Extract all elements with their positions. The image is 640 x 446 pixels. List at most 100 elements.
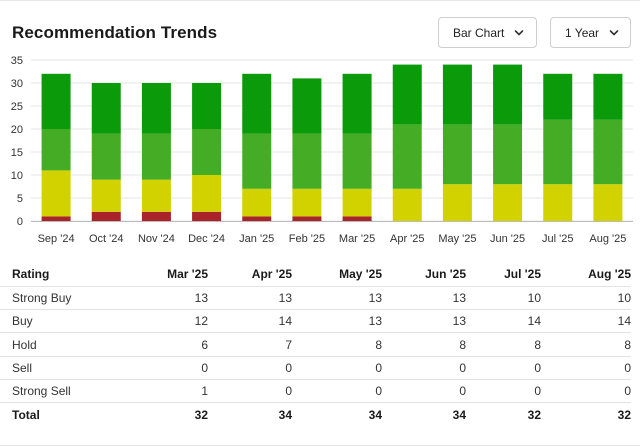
rating-count: 0 (140, 356, 208, 380)
table-row: Strong Sell 1 0 0 0 0 0 (0, 379, 631, 404)
bar-segment-buy (392, 124, 422, 189)
bar-segment-buy (342, 133, 372, 189)
bar-segment-buy (41, 129, 71, 171)
bar-segment-buy (292, 133, 322, 189)
bar-segment-strong-buy (342, 73, 372, 134)
rating-count: 32 (527, 407, 541, 422)
bar-segment-strong-buy (593, 73, 623, 120)
rating-count: 14 (541, 309, 631, 334)
rating-count: 1 (140, 379, 208, 404)
rating-label: Strong Sell (0, 379, 140, 404)
rating-count: 34 (368, 407, 382, 422)
bar-segment-strong-buy (292, 78, 322, 134)
rating-label: Sell (0, 356, 140, 380)
rating-count: 0 (541, 356, 631, 380)
rating-count: 14 (466, 309, 541, 334)
table-row: Strong Buy 13 13 13 13 10 10 (0, 286, 631, 311)
rating-count: 34 (452, 407, 466, 422)
x-tick-label: Aug '25 (589, 233, 626, 245)
rating-count: 6 (140, 332, 208, 357)
chevron-down-icon (609, 29, 619, 35)
bar-segment-hold (493, 184, 523, 221)
card-title: Recommendation Trends (12, 23, 218, 42)
rating-count: 0 (292, 356, 382, 380)
column-header-month: Apr '25 (208, 263, 292, 287)
bar-segment-hold (593, 184, 623, 221)
rating-count: 13 (292, 286, 382, 311)
bar-segment-hold (442, 184, 472, 221)
x-tick-label: Feb '25 (289, 233, 325, 245)
rating-count: 0 (466, 356, 541, 380)
bar-segment-buy (543, 119, 573, 185)
bar-segment-strong-sell (141, 211, 171, 221)
rating-label: Strong Buy (0, 286, 140, 311)
time-range-dropdown[interactable]: 1 Year (550, 17, 631, 48)
bar-segment-strong-buy (192, 83, 222, 129)
rating-count: 7 (208, 332, 292, 357)
x-tick-label: Jun '25 (490, 233, 525, 245)
bar-segment-hold (342, 188, 372, 217)
y-tick-label: 5 (17, 193, 23, 205)
bar-segment-strong-sell (342, 216, 372, 221)
rating-count: 0 (382, 379, 466, 404)
rating-count: 0 (541, 379, 631, 404)
rating-count: 0 (466, 379, 541, 404)
bar-segment-hold (392, 188, 422, 221)
y-tick-label: 20 (11, 124, 23, 136)
bar-segment-strong-sell (242, 216, 272, 221)
x-tick-label: Apr '25 (390, 233, 425, 245)
y-tick-label: 10 (11, 170, 23, 182)
bar-segment-buy (593, 119, 623, 185)
bar-segment-buy (192, 129, 222, 175)
stacked-bar-chart: 0 5 10 15 20 25 30 35 Sep '24 Oct '24 Nov '24 Dec '… (11, 55, 633, 245)
bar-segment-strong-buy (543, 73, 573, 120)
rating-count: 8 (292, 332, 382, 357)
x-tick-label: Sep '24 (38, 233, 75, 245)
bar-segment-strong-buy (493, 64, 523, 125)
column-header-month: Mar '25 (140, 263, 208, 287)
column-header-month: May '25 (292, 263, 382, 287)
bar-segment-strong-sell (292, 216, 322, 221)
x-tick-label: May '25 (438, 233, 476, 245)
bar-segment-strong-buy (442, 64, 472, 125)
bar-segment-hold (292, 188, 322, 217)
rating-count: 13 (140, 286, 208, 311)
rating-count: 0 (208, 356, 292, 380)
table-row: Buy 12 14 13 13 14 14 (0, 309, 631, 334)
chevron-down-icon (515, 29, 524, 35)
rating-count: 0 (382, 356, 466, 380)
table-row: Hold 6 7 8 8 8 8 (0, 332, 631, 357)
x-tick-label: Dec '24 (188, 233, 225, 245)
bar-segment-buy (242, 133, 272, 189)
x-tick-label: Jul '25 (542, 233, 573, 245)
column-header-rating: Rating (0, 263, 140, 287)
bar-segment-hold (41, 170, 71, 217)
rating-count: 8 (382, 332, 466, 357)
bar-segment-strong-buy (91, 83, 121, 134)
bar-segment-strong-sell (192, 211, 222, 221)
bar-segment-strong-buy (41, 73, 71, 129)
bar-segment-strong-buy (392, 64, 422, 125)
bar-segment-buy (91, 133, 121, 180)
rating-count: 32 (617, 407, 631, 422)
bar-segment-buy (442, 124, 472, 185)
x-tick-label: Nov '24 (138, 233, 175, 245)
table-row: Sell 0 0 0 0 0 0 (0, 356, 631, 380)
y-tick-label: 30 (11, 78, 23, 90)
rating-count: 14 (208, 309, 292, 334)
rating-count: 12 (140, 309, 208, 334)
x-tick-label: Mar '25 (339, 233, 375, 245)
rating-count: 34 (278, 407, 292, 422)
chart-type-dropdown[interactable]: Bar Chart (438, 17, 537, 48)
bar-segment-hold (91, 179, 121, 212)
rating-label: Total (12, 407, 40, 422)
y-tick-label: 15 (11, 147, 23, 159)
table-total-row: Total 32 34 34 34 32 32 (0, 403, 631, 426)
bar-segment-hold (141, 179, 171, 212)
column-header-month: Jun '25 (382, 263, 466, 287)
column-header-month: Aug '25 (541, 263, 631, 287)
rating-count: 8 (466, 332, 541, 357)
bar-segment-hold (192, 175, 222, 212)
rating-count: 0 (208, 379, 292, 404)
